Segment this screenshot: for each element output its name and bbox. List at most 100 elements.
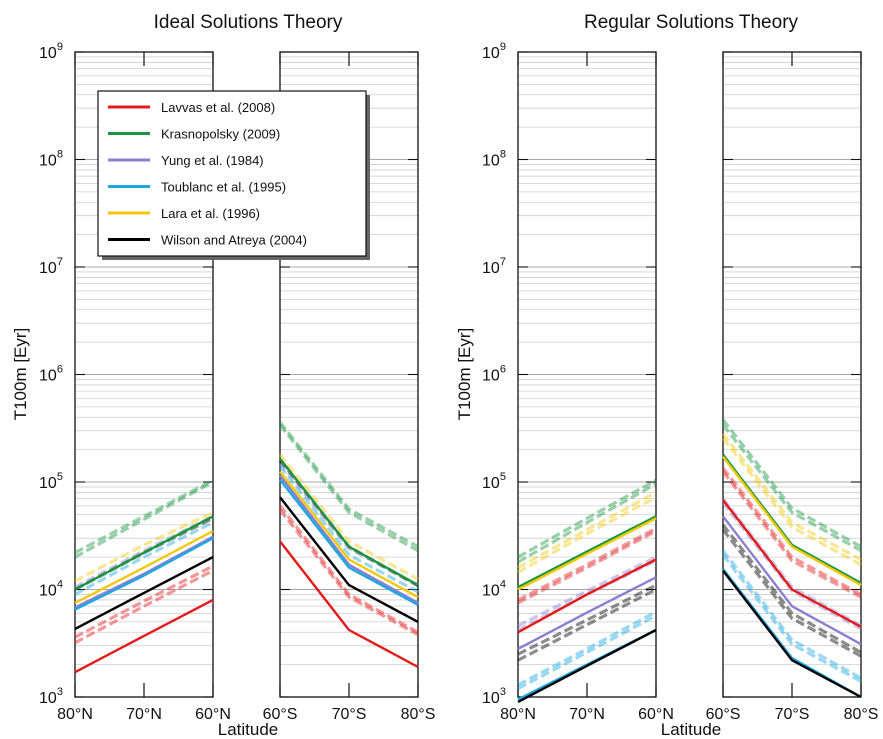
series-line (722, 455, 862, 587)
y-tick-base: 10 (482, 368, 500, 385)
x-tick-label: 70°N (569, 706, 605, 723)
series-dashed-line (278, 423, 419, 553)
series-dashed-line (721, 437, 862, 567)
legend: Lavvas et al. (2008) Krasnopolsky (2009) Y… (97, 90, 370, 260)
x-tick-label: 70°S (775, 706, 810, 723)
series-dashed-line (721, 418, 862, 549)
series-dashed-line (517, 614, 657, 690)
x-tick-label: 80°S (844, 706, 879, 723)
y-tick-exponent: 9 (57, 41, 63, 53)
series-dashed-line (74, 514, 214, 589)
y-tick-exponent: 3 (500, 686, 506, 698)
y-tick-label: 105 (482, 471, 506, 492)
series-dashed-line (278, 504, 419, 634)
series-line (74, 529, 214, 604)
y-tick-base: 10 (39, 475, 57, 492)
y-tick-exponent: 7 (57, 256, 63, 268)
series-line (279, 478, 419, 606)
series-line (74, 598, 214, 674)
y-tick-exponent: 5 (57, 471, 63, 483)
x-tick-label: 80°S (401, 706, 436, 723)
series-line (279, 474, 419, 604)
y-tick-exponent: 8 (500, 149, 506, 161)
series-line (279, 457, 419, 587)
x-tick-label: 60°S (263, 706, 298, 723)
series-line (74, 537, 214, 611)
series-dashed-line (517, 495, 657, 574)
y-tick-exponent: 6 (500, 364, 506, 376)
y-tick-exponent: 9 (500, 41, 506, 53)
y-tick-label: 108 (39, 149, 63, 170)
y-axis-label-ideal: T100m [Eyr] (11, 328, 30, 421)
series-dashed-line (721, 432, 862, 561)
y-axis-label-regular: T100m [Eyr] (455, 328, 474, 421)
series-dashed-line (517, 482, 657, 564)
y-tick-label: 109 (39, 41, 63, 62)
series-dashed-line (721, 501, 862, 631)
series-line (722, 499, 862, 628)
series-dashed-line (74, 521, 214, 596)
y-tick-base: 10 (39, 45, 57, 62)
series-line (517, 558, 657, 634)
x-tick-label: 70°N (126, 706, 162, 723)
y-tick-exponent: 6 (57, 364, 63, 376)
series-dashed-line (721, 423, 862, 553)
x-axis-label-ideal: Latitude (218, 720, 279, 739)
y-tick-base: 10 (482, 45, 500, 62)
x-tick-label: 70°S (332, 706, 367, 723)
series-dashed-line (721, 549, 862, 680)
y-tick-base: 10 (39, 583, 57, 600)
series-line (517, 628, 657, 703)
y-tick-base: 10 (482, 583, 500, 600)
y-tick-base: 10 (39, 260, 57, 277)
series-line (517, 517, 657, 591)
series-line (279, 540, 419, 669)
x-tick-label: 80°N (57, 706, 93, 723)
panel-title-regular: Regular Solutions Theory (584, 12, 799, 33)
x-tick-label: 60°N (195, 706, 231, 723)
series-dashed-line (74, 478, 214, 555)
y-tick-base: 10 (39, 368, 57, 385)
y-tick-exponent: 5 (500, 471, 506, 483)
x-axis-label-regular: Latitude (661, 720, 722, 739)
series-line (279, 496, 419, 623)
y-tick-label: 106 (39, 364, 63, 385)
series-dashed-line (517, 490, 657, 570)
series-dashed-line (517, 610, 657, 687)
series-line (74, 535, 214, 609)
legend-label: Krasnopolsky (2009) (161, 127, 280, 142)
y-tick-label: 108 (482, 149, 506, 170)
y-tick-label: 104 (482, 579, 506, 600)
y-tick-base: 10 (482, 260, 500, 277)
series-dashed-line (517, 555, 657, 628)
series-line (74, 515, 214, 591)
y-tick-base: 10 (482, 690, 500, 707)
legend-label: Yung et al. (1984) (161, 153, 264, 168)
series-dashed-line (721, 470, 862, 599)
series-dashed-line (721, 528, 862, 658)
series-dashed-line (278, 421, 419, 549)
series-dashed-line (721, 523, 862, 654)
y-tick-label: 103 (482, 686, 506, 707)
series-line (517, 515, 657, 589)
y-tick-label: 103 (39, 686, 63, 707)
y-tick-exponent: 7 (500, 256, 506, 268)
series-line (722, 515, 862, 646)
legend-box (97, 90, 367, 257)
y-tick-label: 105 (39, 471, 63, 492)
series-line (722, 453, 862, 585)
y-tick-base: 10 (482, 153, 500, 170)
y-tick-base: 10 (39, 153, 57, 170)
legend-label: Wilson and Atreya (2004) (161, 233, 307, 248)
series-dashed-line (721, 553, 862, 683)
y-tick-base: 10 (39, 690, 57, 707)
series-line (722, 569, 862, 699)
y-tick-label: 107 (39, 256, 63, 277)
series-dashed-line (278, 453, 419, 581)
x-tick-label: 60°S (706, 706, 741, 723)
y-tick-label: 106 (482, 364, 506, 385)
series-line (74, 556, 214, 630)
series-dashed-line (721, 497, 862, 628)
legend-label: Lara et al. (1996) (161, 206, 260, 221)
